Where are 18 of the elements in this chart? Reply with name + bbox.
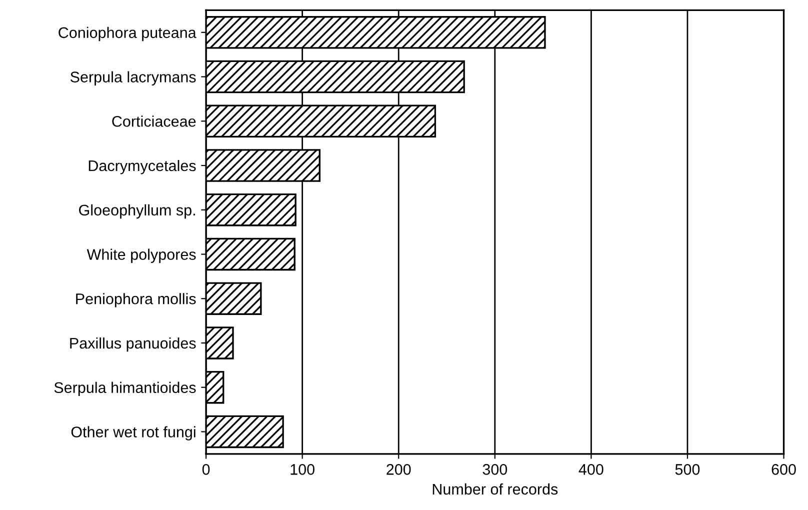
x-tick-label: 300 bbox=[482, 464, 508, 475]
x-tick-label: 100 bbox=[290, 464, 314, 475]
y-tick-label: Other wet rot fungi bbox=[71, 426, 196, 440]
y-tick-label: Gloeophyllum sp. bbox=[79, 204, 195, 219]
y-tick-label: Dacrymycetales bbox=[88, 160, 196, 174]
x-tick-label: 0 bbox=[202, 464, 210, 475]
y-tick-label: Serpula himantioides bbox=[54, 382, 196, 396]
x-tick-label: 600 bbox=[772, 464, 796, 475]
x-axis-title: Number of records bbox=[432, 483, 558, 495]
x-tick-label: 400 bbox=[578, 464, 604, 475]
y-tick-label: Corticiaceae bbox=[112, 116, 196, 127]
x-tick-label: 200 bbox=[386, 464, 411, 475]
y-tick-label: Serpula lacrymans bbox=[70, 71, 196, 86]
y-tick-label: White polypores bbox=[86, 248, 196, 263]
x-tick-label: 500 bbox=[675, 464, 700, 475]
y-tick-label: Peniophora mollis bbox=[76, 293, 196, 308]
y-tick-label: Paxillus panuoides bbox=[70, 337, 196, 352]
y-tick-label: Coniophora puteana bbox=[58, 26, 196, 42]
